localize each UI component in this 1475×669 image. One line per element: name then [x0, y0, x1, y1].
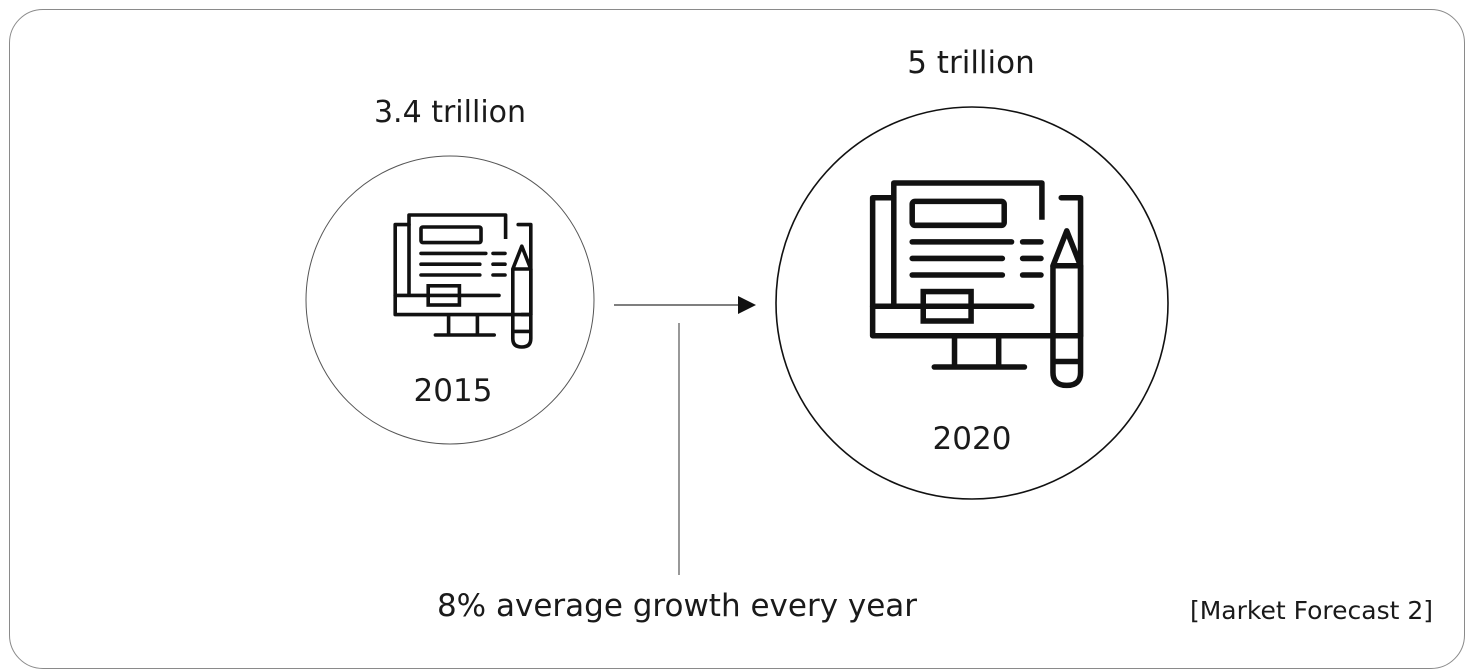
value-2020: 5 trillion: [907, 45, 1035, 81]
value-2015: 3.4 trillion: [373, 95, 527, 130]
figure-caption: [Market Forecast 2]: [1189, 596, 1433, 625]
circle-2015: [305, 155, 595, 445]
growth-note: 8% average growth every year: [436, 588, 918, 624]
circle-2020: [775, 106, 1169, 500]
monitor-document-pencil-icon: [393, 213, 533, 349]
arrow-right-icon: [614, 296, 756, 314]
monitor-document-pencil-icon: [873, 183, 1081, 385]
year-2015: 2015: [413, 373, 493, 409]
forecast-diagram: [305, 106, 1169, 575]
year-2020: 2020: [932, 421, 1012, 457]
